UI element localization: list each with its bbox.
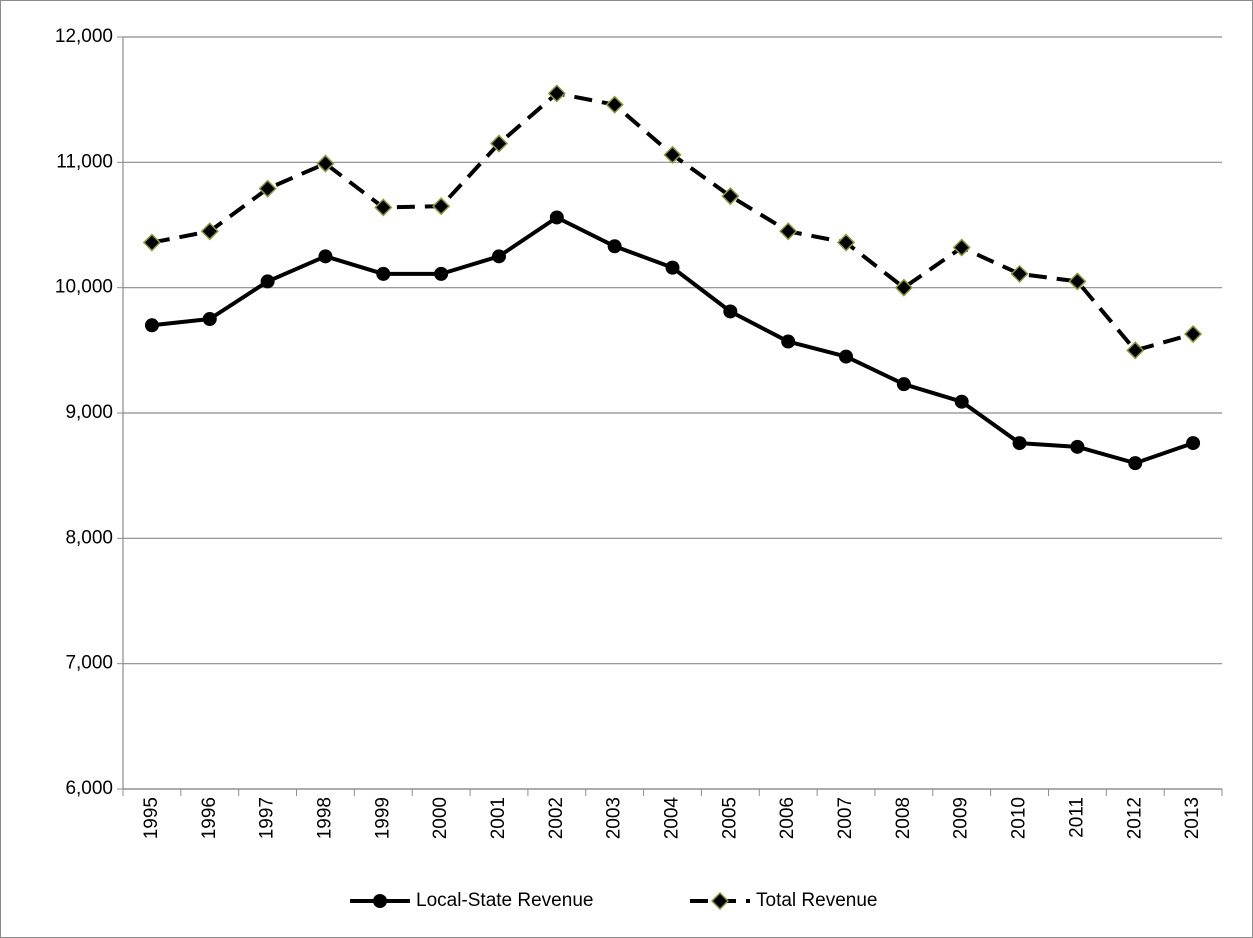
legend-marker: [710, 891, 730, 911]
marker: [836, 233, 856, 252]
x-tick-label: 2013: [1182, 797, 1203, 839]
marker: [1068, 272, 1087, 291]
y-tick-label: 7,000: [65, 653, 113, 674]
y-tick-label: 8,000: [65, 527, 113, 548]
x-tick-label: 2001: [488, 797, 509, 839]
x-tick-label: 2011: [1066, 797, 1087, 838]
x-tick-label: 1998: [314, 797, 335, 839]
marker: [839, 349, 854, 364]
x-tick-label: 1997: [257, 797, 278, 839]
legend-label: Local-State Revenue: [416, 890, 593, 911]
x-tick-label: 1999: [372, 797, 393, 839]
x-tick-label: 2007: [835, 797, 856, 839]
legend-marker: [373, 894, 387, 908]
x-tick-label: 1996: [199, 797, 220, 839]
marker: [374, 198, 393, 217]
marker: [894, 278, 913, 297]
x-tick-label: 2010: [1009, 797, 1030, 839]
x-tick-label: 2006: [777, 797, 798, 839]
marker: [781, 334, 796, 349]
marker: [258, 179, 277, 198]
marker: [665, 260, 680, 275]
marker: [549, 210, 564, 225]
legend-label: Total Revenue: [756, 890, 877, 911]
marker: [432, 197, 451, 216]
marker: [954, 394, 969, 409]
marker: [1010, 264, 1029, 283]
marker: [721, 187, 740, 206]
x-tick-label: 2002: [546, 797, 567, 839]
marker: [952, 238, 971, 257]
marker: [1126, 341, 1145, 360]
marker: [144, 318, 159, 333]
y-tick-label: 9,000: [65, 402, 113, 423]
y-tick-label: 12,000: [55, 26, 113, 47]
y-tick-label: 10,000: [55, 277, 113, 298]
x-tick-label: 2004: [662, 797, 683, 840]
marker: [434, 266, 449, 281]
marker: [1070, 439, 1085, 454]
marker: [896, 377, 911, 392]
x-tick-label: 2000: [430, 797, 451, 839]
y-tick-label: 11,000: [56, 151, 113, 172]
marker: [607, 239, 622, 254]
marker: [1128, 456, 1143, 471]
marker: [491, 249, 506, 264]
x-tick-label: 2003: [604, 797, 625, 839]
marker: [547, 84, 566, 103]
x-tick-label: 2012: [1124, 797, 1145, 839]
x-tick-label: 2009: [951, 797, 972, 839]
marker: [1186, 436, 1201, 451]
marker: [723, 304, 738, 319]
marker: [376, 266, 391, 281]
marker: [200, 222, 219, 241]
marker: [316, 154, 335, 173]
marker: [202, 312, 217, 326]
marker: [1012, 436, 1027, 451]
y-tick-label: 6,000: [65, 778, 113, 799]
x-tick-label: 2005: [719, 797, 740, 839]
marker: [1184, 324, 1203, 344]
x-tick-label: 2008: [893, 797, 914, 839]
marker: [260, 274, 275, 289]
x-tick-label: 1995: [141, 797, 162, 839]
marker: [142, 233, 161, 252]
marker: [663, 145, 682, 164]
marker: [318, 249, 333, 264]
marker: [605, 95, 624, 114]
marker: [489, 134, 509, 153]
marker: [779, 222, 798, 241]
